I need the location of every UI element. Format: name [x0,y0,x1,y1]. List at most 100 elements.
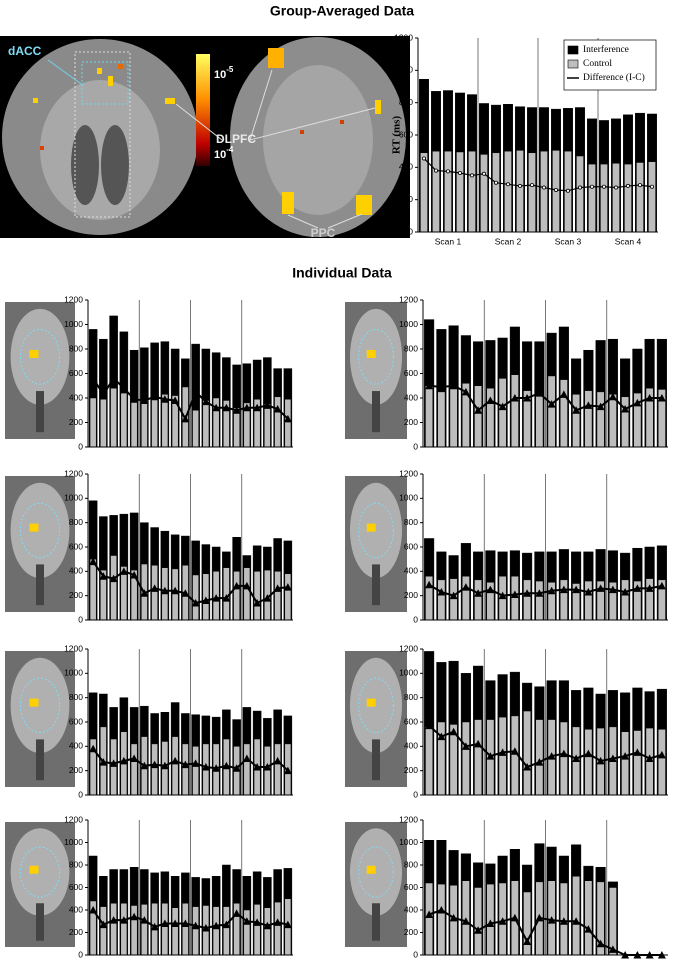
line-marker [650,184,655,189]
y-tick-label: 0 [78,789,83,799]
y-tick-label: 800 [69,517,83,527]
y-tick-label: 600 [404,368,418,378]
bar [572,394,581,448]
line-marker [242,917,251,925]
y-tick-label: 1200 [64,814,83,824]
line-marker [150,760,159,769]
line-marker [253,918,262,926]
line-marker [559,917,568,925]
brain-thumbnail [36,564,44,606]
line-marker [590,184,595,189]
bar [510,575,519,621]
line-marker [633,398,642,407]
line-marker [596,939,605,948]
bar [100,398,107,448]
brain-panel [0,36,410,238]
line-marker [425,721,434,730]
bar [498,378,507,448]
bar [253,904,261,956]
line-marker [474,406,483,414]
bar [535,580,544,621]
y-tick-label: 1000 [399,668,418,678]
line-marker [253,763,262,771]
x-tick-label: Scan 1 [435,236,462,246]
line-marker [596,584,605,592]
line-marker [523,394,532,402]
line-marker [109,916,118,924]
line-marker [283,920,292,929]
bar [110,387,117,448]
bar [468,150,476,233]
y-tick-label: 400 [404,741,418,751]
brain-thumbnail [36,903,44,941]
bar [130,400,138,448]
line-marker [449,913,458,922]
y-tick-label: 1000 [399,837,418,847]
line-marker [461,387,470,396]
line-marker [140,761,149,770]
line-marker [547,400,556,408]
line-marker [99,390,108,398]
line-marker [201,924,210,932]
y-tick-label: 0 [78,441,83,451]
bar [284,398,292,448]
brain-thumbnail [358,846,394,898]
line-marker [474,589,483,597]
line-marker [498,748,507,756]
bar [120,392,128,448]
brain-thumbnail [29,349,39,358]
line-marker [242,581,251,590]
bar [572,876,581,956]
line-marker [433,168,438,173]
bar [110,555,117,621]
individual-title: Individual Data [292,265,392,281]
line-marker [232,909,241,917]
line-marker [535,389,544,397]
line-marker [461,583,470,591]
line-marker [150,922,159,931]
line-marker [263,401,272,409]
line-marker [242,403,251,412]
legend-label: Difference (I-C) [583,72,645,83]
bar [535,719,544,796]
line-marker [212,594,221,602]
line-marker [201,596,210,605]
line-marker [510,913,519,922]
y-tick-label: 1000 [399,319,418,329]
line-marker [645,754,654,762]
bar [274,743,281,796]
bar [559,721,568,796]
line-marker [535,758,544,766]
line-marker [130,570,139,579]
bar [461,721,470,796]
brain-thumbnail [372,564,380,606]
line-marker [242,754,251,762]
bar [437,391,446,448]
line-marker [119,756,128,765]
y-tick-label: 200 [69,927,83,937]
line-marker [461,742,470,750]
line-marker [510,747,519,755]
line-marker [109,759,118,767]
line-marker [181,919,190,927]
y-tick-label: 1200 [64,643,83,653]
line-marker [273,756,282,765]
line-marker [510,394,519,402]
line-marker [263,763,272,771]
brain-thumbnail [349,657,403,754]
bar [444,150,452,233]
brain-thumbnail [366,349,376,358]
line-marker [505,182,510,187]
line-marker [201,763,210,771]
y-tick-label: 1200 [399,294,418,304]
brain-thumbnail [372,903,380,941]
line-marker [633,748,642,756]
bar [141,400,148,448]
line-marker [572,406,581,414]
line-marker [160,919,169,927]
y-tick-label: 800 [404,517,418,527]
line-marker [657,750,666,759]
bar [584,580,593,621]
dlpfc-label: DLPFC [216,132,256,146]
line-marker [212,764,221,772]
